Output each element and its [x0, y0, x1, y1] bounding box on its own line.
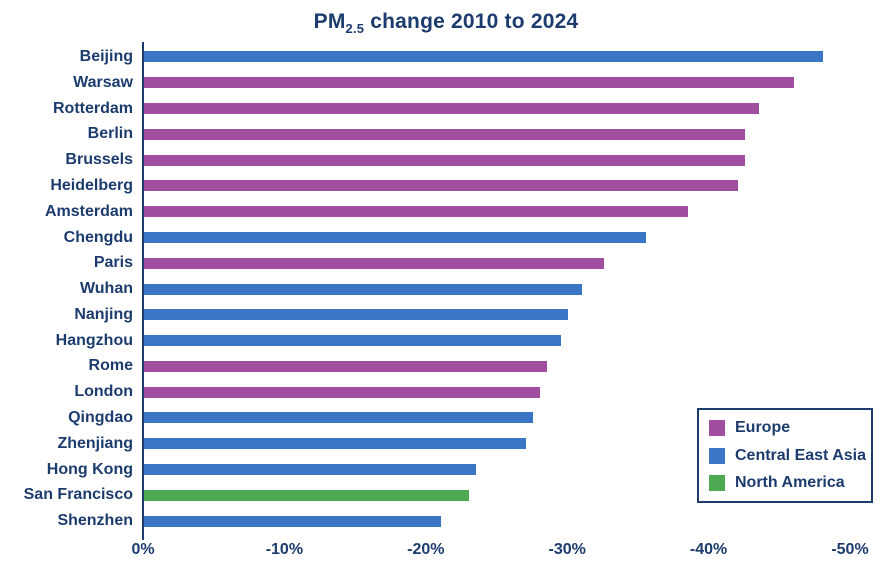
category-label: Hong Kong [46, 460, 133, 478]
category-label: Brussels [65, 151, 133, 169]
x-tick-label: 0% [131, 541, 155, 558]
category-label: Rotterdam [52, 99, 133, 117]
category-label: Chengdu [63, 228, 133, 246]
bar-chengdu [144, 231, 646, 243]
category-label: Rome [88, 357, 133, 375]
x-tick-label: -40% [689, 541, 728, 558]
category-label: San Francisco [23, 486, 133, 504]
category-label: Zhenjiang [57, 434, 133, 452]
legend-label: North America [735, 474, 845, 491]
category-label: Warsaw [73, 73, 133, 91]
category-label: London [74, 383, 133, 401]
category-label: Amsterdam [44, 202, 133, 220]
bar-shenzhen [144, 515, 441, 527]
bar-rotterdam [144, 102, 760, 114]
bar-heidelberg [144, 180, 738, 192]
legend-item: Central East Asia [709, 447, 866, 465]
bar-hangzhou [144, 335, 562, 347]
category-label: Nanjing [74, 305, 133, 323]
bar-rome [144, 360, 547, 372]
bar-paris [144, 257, 604, 269]
chart-title: PM2.5 change 2010 to 2024 [0, 10, 892, 36]
chart-title-subscript: 2.5 [345, 21, 365, 36]
category-label: Qingdao [68, 409, 133, 427]
legend: Europe Central East Asia North America [697, 408, 873, 503]
bar-qingdao [144, 412, 533, 424]
category-label: Paris [93, 254, 133, 272]
chart-title-rest: change 2010 to 2024 [364, 10, 579, 33]
bar-berlin [144, 128, 745, 140]
x-tick-label: -30% [548, 541, 586, 558]
bar-amsterdam [144, 206, 689, 218]
bar-san-francisco [144, 489, 470, 501]
bar-nanjing [144, 309, 569, 321]
category-label: Berlin [87, 125, 133, 143]
category-label: Beijing [79, 48, 133, 65]
legend-swatch-icon [709, 420, 725, 436]
bar-warsaw [144, 77, 795, 89]
x-tick-label: -10% [265, 541, 304, 558]
category-label: Hangzhou [55, 331, 133, 349]
legend-item: Europe [709, 419, 861, 437]
bar-zhenjiang [144, 438, 526, 450]
legend-swatch-icon [709, 447, 725, 464]
bar-hong-kong [144, 464, 477, 476]
category-label: Wuhan [79, 280, 133, 298]
bar-beijing [144, 51, 823, 63]
bar-wuhan [144, 283, 583, 295]
chart-title-pm: PM [313, 10, 346, 33]
x-tick-label: -50% [831, 541, 869, 558]
bar-brussels [144, 154, 745, 166]
category-label: Shenzhen [57, 512, 133, 530]
category-label: Heidelberg [50, 176, 133, 194]
legend-item: North America [709, 474, 861, 492]
x-tick-label: -20% [407, 541, 445, 558]
legend-label: Europe [735, 419, 791, 436]
legend-swatch-icon [709, 475, 725, 491]
y-axis-line [142, 42, 144, 540]
bar-london [144, 386, 540, 398]
legend-label: Central East Asia [735, 446, 867, 464]
